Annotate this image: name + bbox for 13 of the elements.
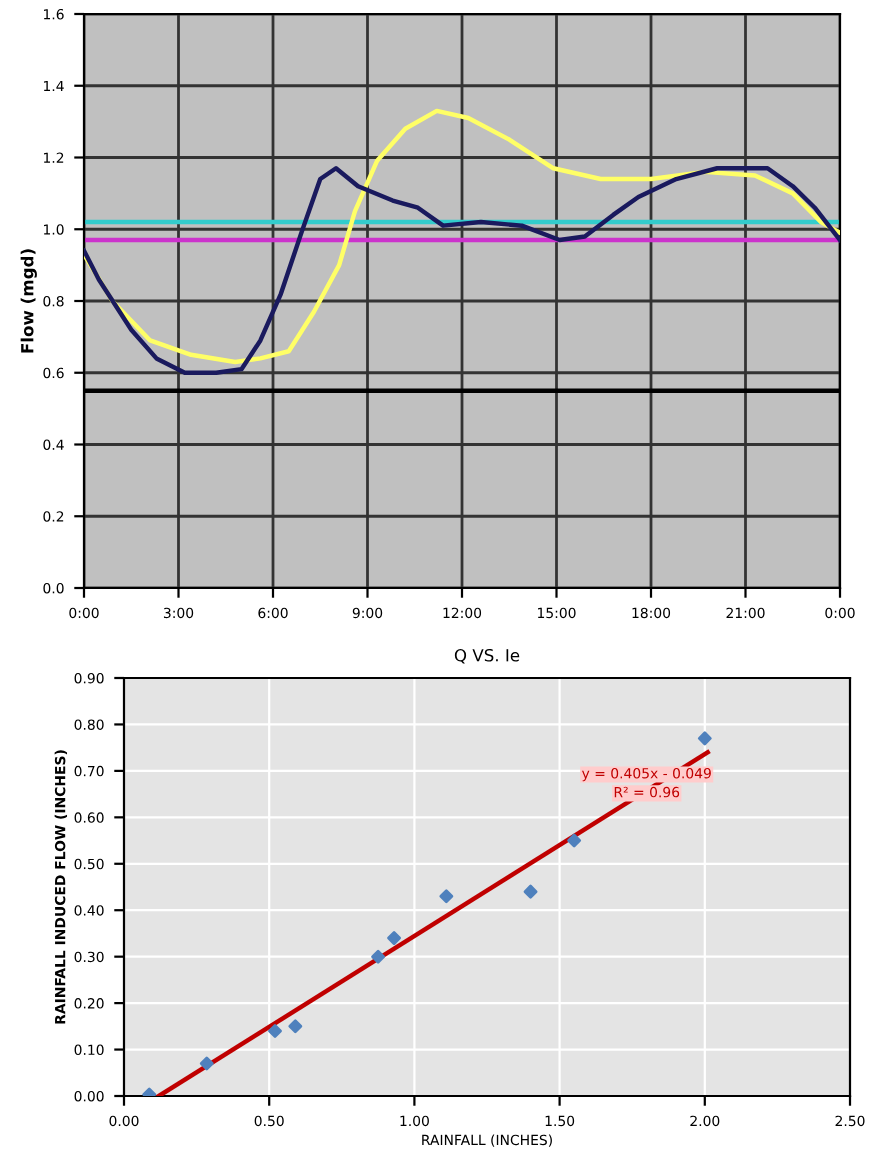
chart-title: Q VS. Ie — [454, 648, 520, 664]
point — [268, 1024, 282, 1038]
line-series — [84, 166, 840, 375]
point — [288, 1019, 303, 1034]
point — [387, 931, 402, 946]
point — [523, 884, 538, 899]
line-series — [84, 108, 840, 365]
point — [697, 731, 712, 746]
point — [371, 949, 386, 964]
y-axis-title: Flow (mgd) — [20, 249, 37, 353]
point — [439, 889, 454, 904]
point — [199, 1056, 214, 1071]
point — [567, 833, 582, 848]
